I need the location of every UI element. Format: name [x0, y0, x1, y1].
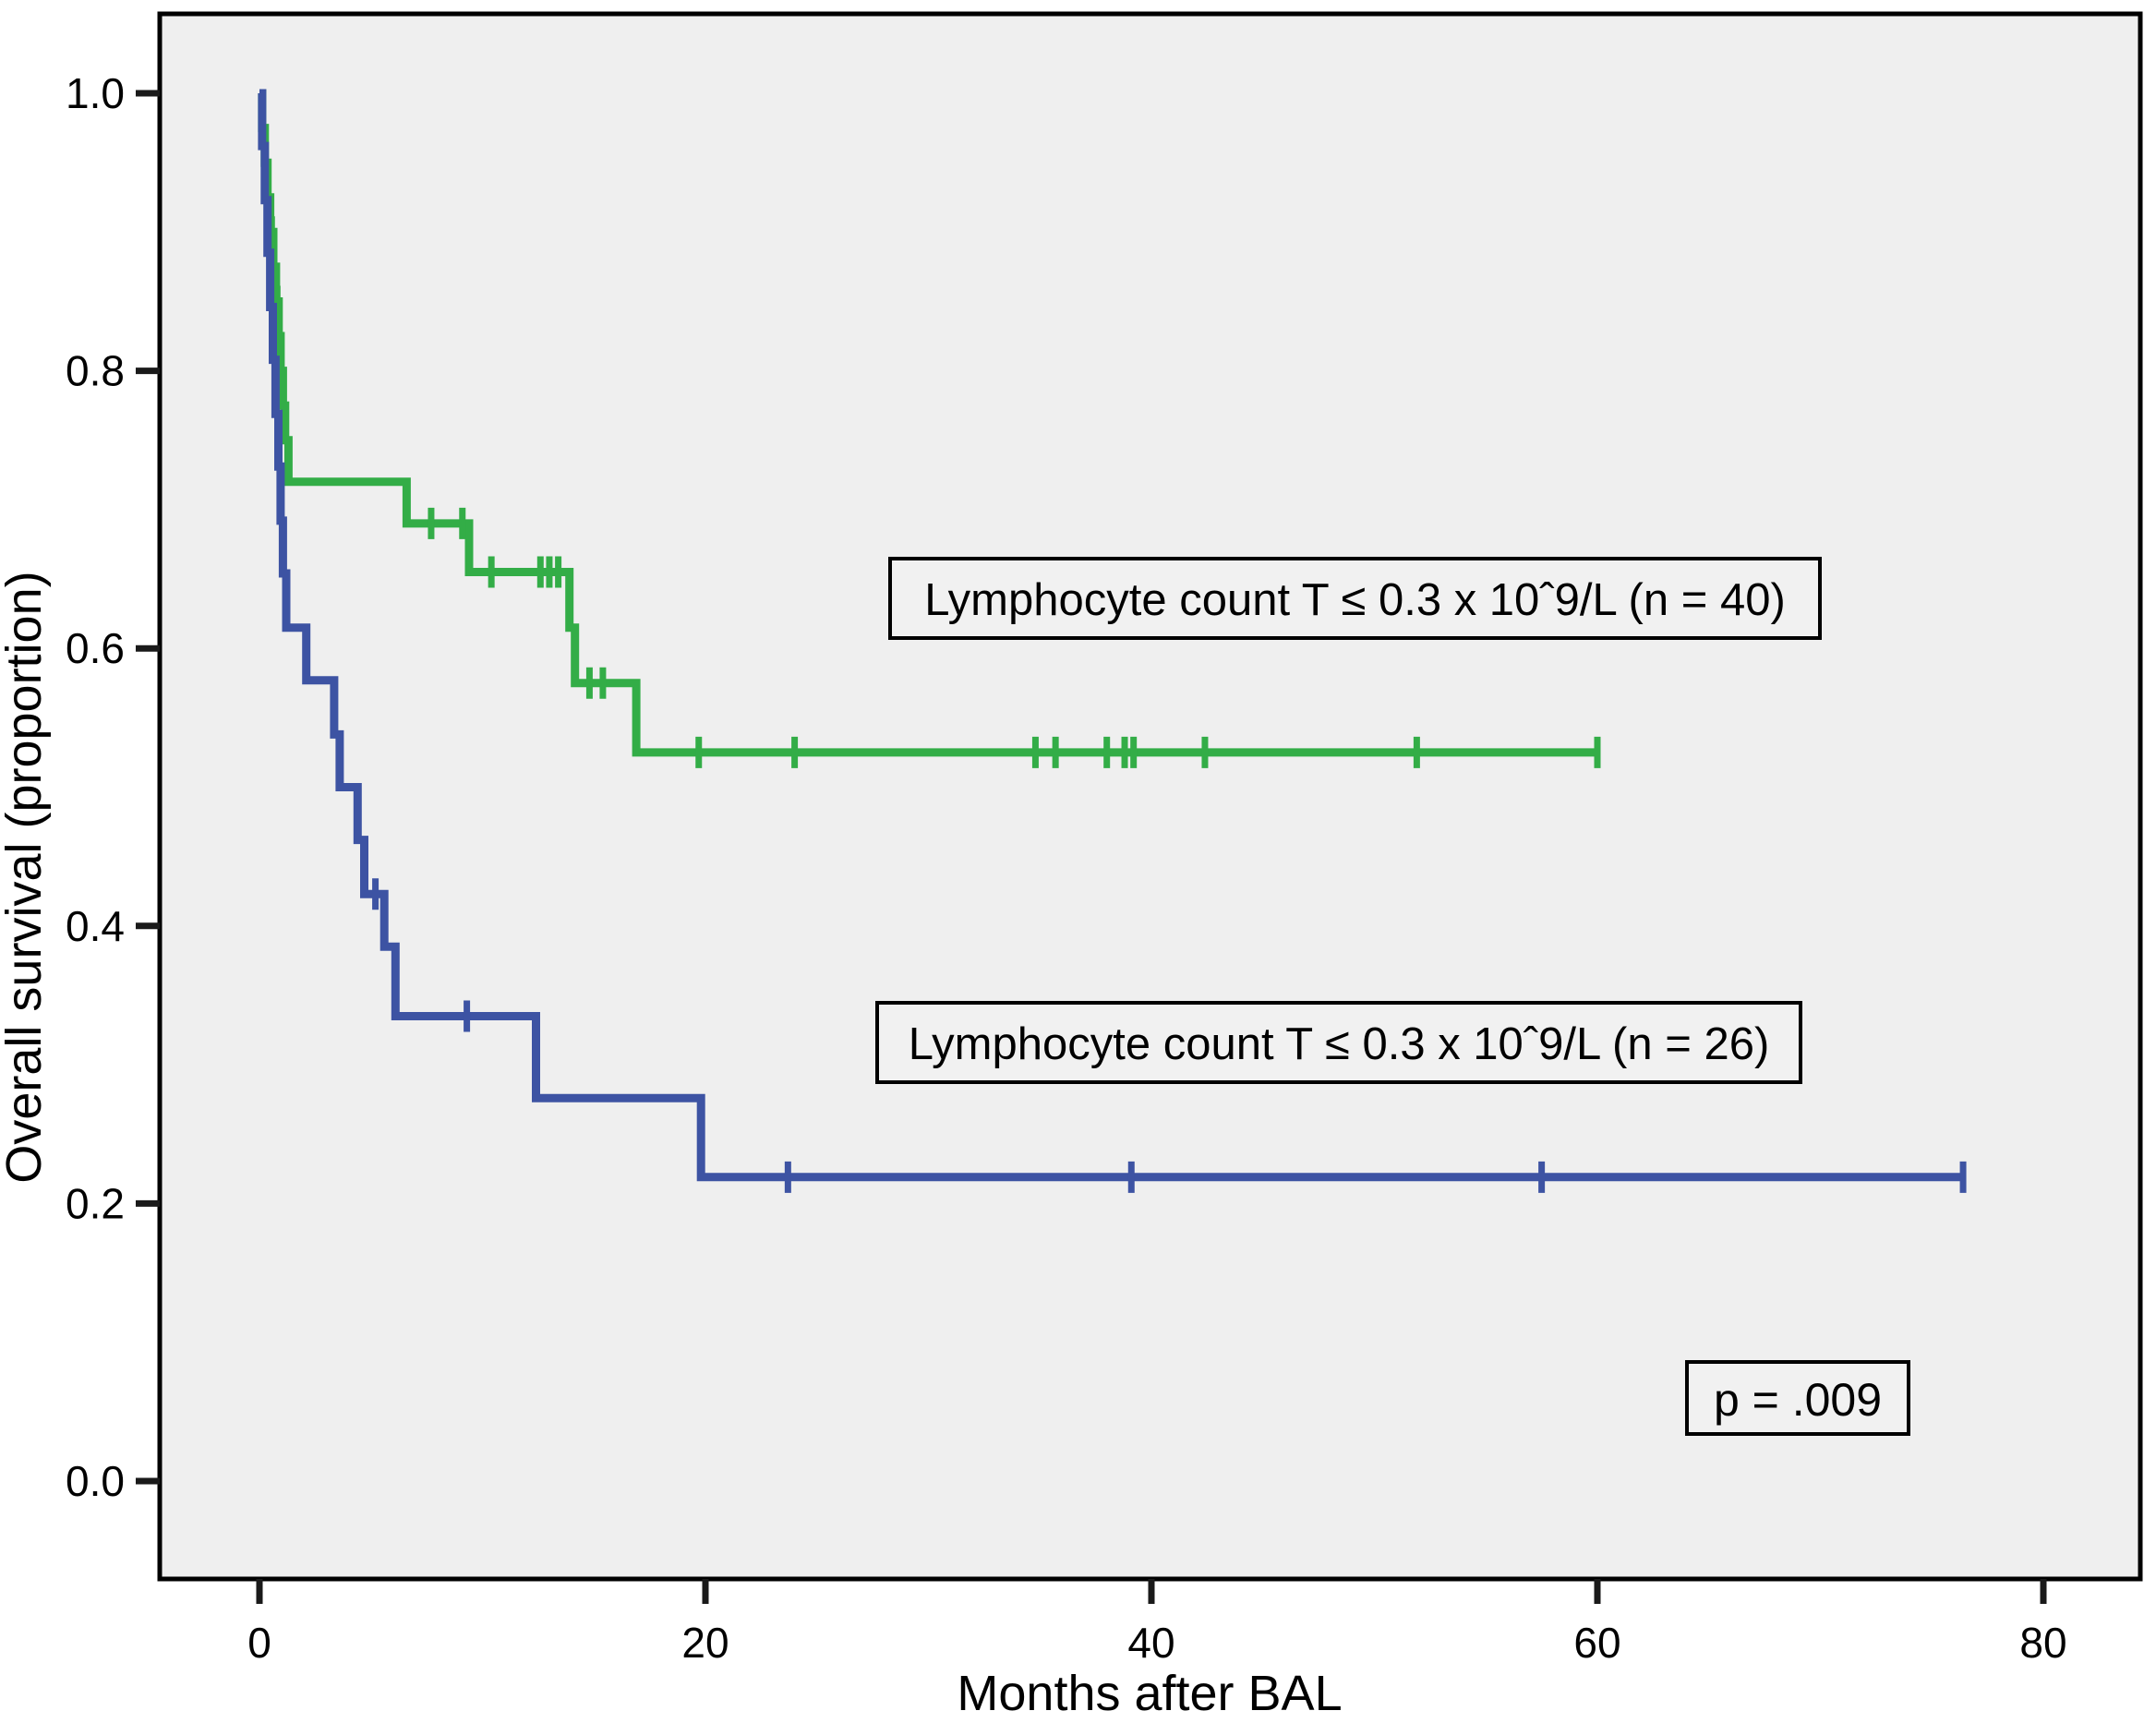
series-label-green-box [888, 557, 1822, 640]
y-tick-label: 0.4 [66, 902, 125, 950]
x-tick-label: 60 [1573, 1619, 1620, 1667]
x-tick-label: 40 [1127, 1619, 1174, 1667]
y-tick-label: 0.0 [66, 1457, 125, 1505]
series-label-blue-text: Lymphocyte count T ≤ 0.3 x 10ˆ9/L (n = 2… [909, 1019, 1770, 1069]
plot-area [157, 11, 2143, 1582]
series-label-green-text: Lymphocyte count T ≤ 0.3 x 10ˆ9/L (n = 4… [924, 575, 1786, 625]
x-axis-title: Months after BAL [957, 1666, 1342, 1721]
x-tick-label: 0 [247, 1619, 271, 1667]
series-label-blue-box [875, 1001, 1802, 1084]
y-axis-title: Overall survival (proportion) [0, 571, 52, 1183]
annotations: Lymphocyte count T ≤ 0.3 x 10ˆ9/L (n = 4… [875, 557, 1910, 1436]
y-tick-label: 0.2 [66, 1179, 125, 1227]
survival-curve-blue [258, 89, 1964, 1182]
y-axis-ticks: 1.0 0.8 0.6 0.4 0.2 0.0 [66, 69, 160, 1505]
x-axis-ticks: 0 20 40 60 80 [247, 1579, 2067, 1667]
x-tick-label: 80 [2019, 1619, 2066, 1667]
p-value-text: p = .009 [1714, 1374, 1882, 1426]
survival-curves [258, 89, 1967, 1193]
y-tick-label: 1.0 [66, 69, 125, 117]
p-value-box [1685, 1360, 1910, 1436]
y-tick-label: 0.6 [66, 624, 125, 672]
y-tick-label: 0.8 [66, 347, 125, 395]
x-tick-label: 20 [681, 1619, 729, 1667]
